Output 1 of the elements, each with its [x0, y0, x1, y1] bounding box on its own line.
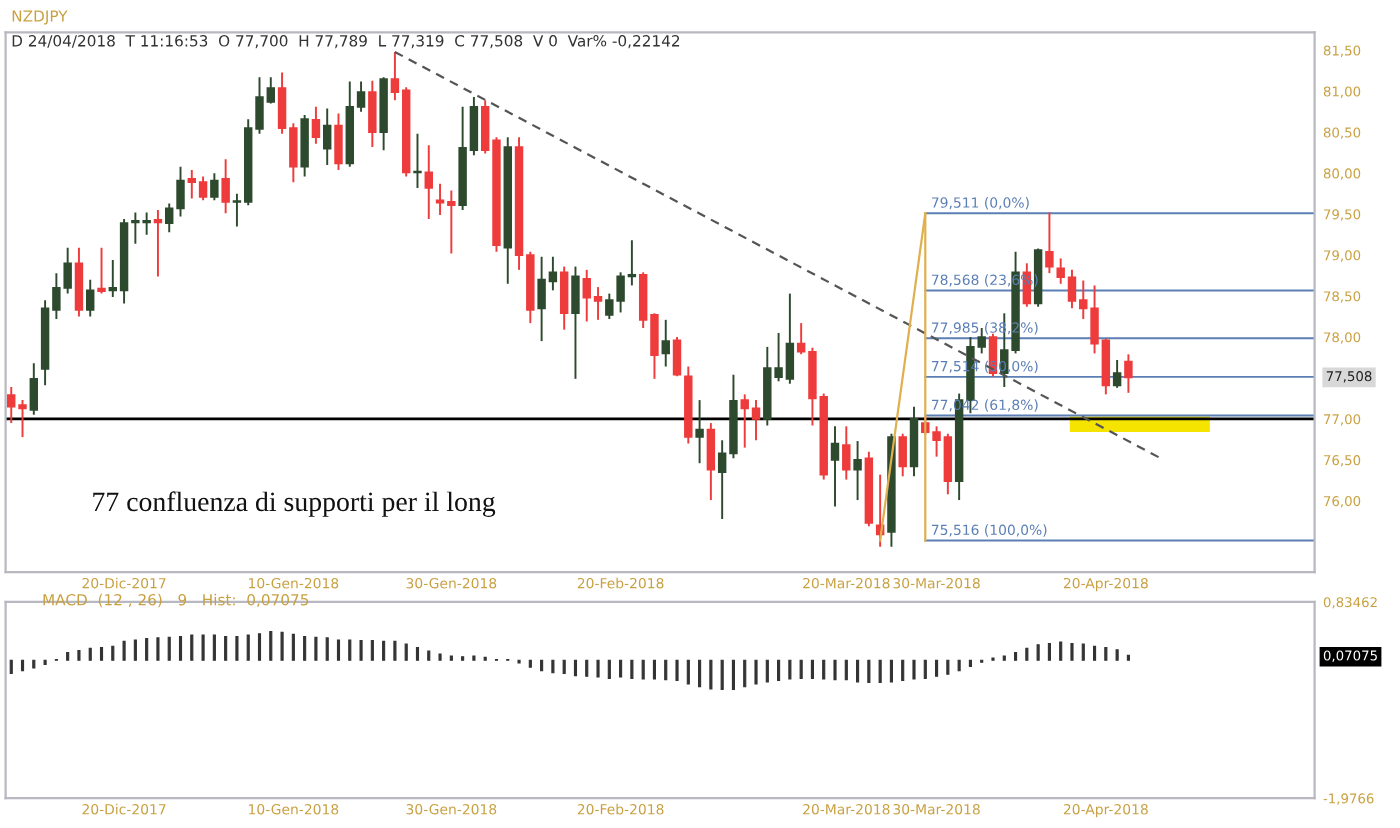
annotation: 77 confluenza di supporti per il long: [93, 491, 496, 517]
